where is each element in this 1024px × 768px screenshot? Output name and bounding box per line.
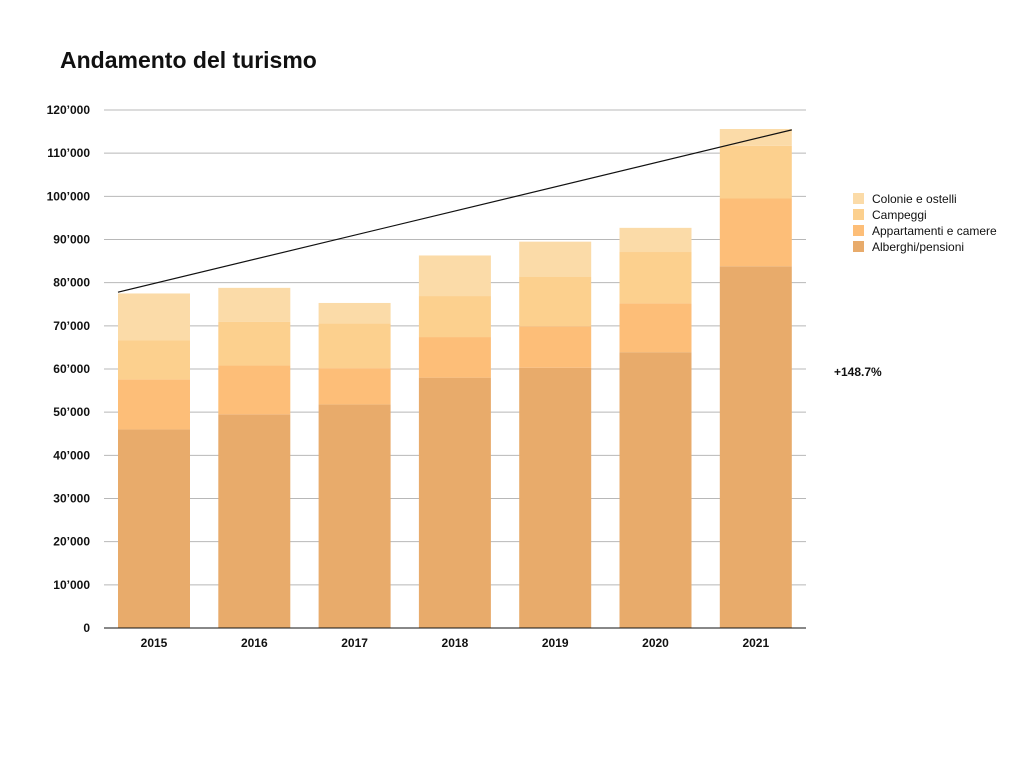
y-tick-label: 20’000	[53, 535, 90, 549]
bar-segment	[218, 321, 291, 366]
bar-segment	[118, 379, 190, 430]
bar-segment	[318, 404, 391, 628]
legend-label: Campeggi	[872, 208, 927, 222]
y-tick-label: 80’000	[53, 276, 90, 290]
legend-label: Alberghi/pensioni	[872, 240, 964, 254]
bar-segment	[318, 368, 391, 405]
y-tick-label: 110’000	[47, 146, 90, 160]
y-tick-label: 10’000	[53, 578, 90, 592]
legend-swatch	[853, 225, 864, 236]
bars	[118, 128, 792, 628]
bar-segment	[418, 377, 491, 628]
x-tick-label: 2021	[742, 636, 769, 650]
x-axis-ticks: 2015 2016 2017 2018 2019 2020 2021	[104, 627, 806, 650]
y-tick-label: 100’000	[47, 189, 91, 203]
chart-title: Andamento del turismo	[60, 47, 317, 73]
bar-segment	[519, 326, 592, 368]
legend-swatch	[853, 193, 864, 204]
bar-segment	[619, 252, 692, 304]
bar-segment	[619, 352, 692, 628]
y-tick-label: 70’000	[53, 319, 90, 333]
trendline	[117, 129, 792, 293]
bar-segment	[719, 266, 792, 628]
bar-segment	[418, 296, 491, 338]
x-tick-label: 2019	[542, 636, 569, 650]
y-tick-label: 0	[83, 621, 90, 635]
bar-segment	[118, 293, 190, 341]
x-tick-label: 2016	[241, 636, 268, 650]
legend-label: Colonie e ostelli	[872, 192, 957, 206]
x-tick-label: 2020	[642, 636, 669, 650]
y-tick-label: 40’000	[53, 448, 90, 462]
bar-segment	[218, 365, 291, 415]
x-tick-label: 2017	[341, 636, 368, 650]
bar-segment	[719, 198, 792, 267]
y-axis-ticks: 0 10’000 20’000 30’000 40’000 50’000 60’000 70’…	[47, 103, 91, 635]
bar-segment	[118, 429, 190, 628]
legend: Colonie e ostelli Campeggi Appartamenti e …	[853, 192, 997, 254]
y-tick-label: 50’000	[53, 405, 90, 419]
bar-segment	[519, 367, 592, 628]
bar-segment	[418, 337, 491, 378]
legend-label: Appartamenti e camere	[872, 224, 997, 238]
bar-segment	[619, 303, 692, 353]
x-tick-label: 2018	[442, 636, 469, 650]
bar-segment	[218, 414, 291, 628]
legend-swatch	[853, 209, 864, 220]
bar-segment	[418, 255, 491, 297]
bar-segment	[318, 302, 391, 324]
bar-segment	[719, 145, 792, 199]
bar-segment	[519, 276, 592, 327]
y-tick-label: 30’000	[53, 492, 90, 506]
trendline-group	[117, 129, 792, 293]
y-tick-label: 90’000	[53, 233, 90, 247]
growth-annotation: +148.7%	[834, 365, 882, 379]
bar-segment	[619, 227, 692, 253]
bar-segment	[719, 128, 792, 146]
bar-segment	[318, 323, 391, 369]
y-tick-label: 60’000	[53, 362, 90, 376]
bar-segment	[218, 287, 291, 322]
bar-segment	[519, 241, 592, 277]
legend-swatch	[853, 241, 864, 252]
bar-segment	[118, 340, 190, 380]
y-tick-label: 120’000	[47, 103, 91, 117]
x-tick-label: 2015	[141, 636, 168, 650]
